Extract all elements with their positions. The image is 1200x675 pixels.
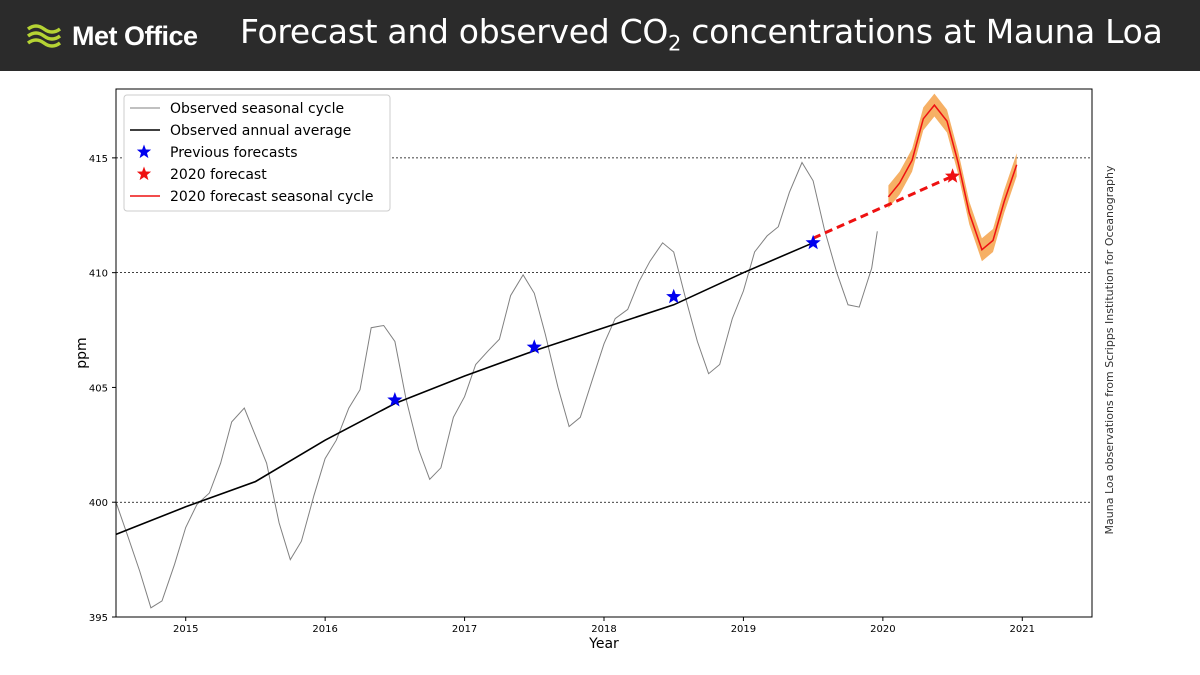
x-tick-label: 2019	[731, 624, 756, 635]
page-title: Forecast and observed CO2 concentrations…	[240, 12, 1163, 56]
legend-box	[123, 94, 391, 212]
x-axis-label: Year	[588, 636, 619, 652]
y-axis-label: ppm	[74, 337, 90, 368]
observed-annual-average-line	[115, 242, 814, 536]
legend-label: Observed seasonal cycle	[170, 101, 344, 117]
forecast-seasonal-cycle-line	[887, 103, 1018, 251]
met-office-wave-icon	[26, 24, 62, 48]
previous-forecast-star	[387, 392, 403, 407]
x-tick-label: 2016	[312, 624, 337, 635]
x-tick-label: 2020	[870, 624, 895, 635]
source-note: Mauna Loa observations from Scripps Inst…	[1103, 165, 1116, 534]
legend-swatch-star	[136, 166, 152, 181]
x-tick-label: 2021	[1010, 624, 1035, 635]
x-tick-label: 2015	[173, 624, 198, 635]
legend-swatch-star	[136, 144, 152, 159]
legend-label: 2020 forecast seasonal cycle	[170, 189, 373, 205]
forecast-trend-dashed-line	[812, 174, 954, 240]
y-tick-label: 405	[89, 383, 108, 394]
legend-label: Observed annual average	[170, 123, 351, 139]
observed-seasonal-cycle-line	[115, 161, 878, 609]
legend-label: Previous forecasts	[170, 145, 298, 161]
previous-forecast-star	[666, 288, 682, 304]
y-tick-label: 415	[89, 154, 108, 165]
title-subscript: 2	[668, 31, 682, 56]
co2-chart: 2015 2016 2017 2018 2019 2020 2021 395 400 405 410…	[74, 88, 1093, 652]
previous-forecast-star	[805, 234, 821, 250]
legend-label: 2020 forecast	[170, 167, 267, 183]
y-tick-label: 395	[89, 613, 108, 624]
x-tick-label: 2017	[452, 624, 477, 635]
x-tick-label: 2018	[591, 624, 616, 635]
y-tick-label: 410	[89, 269, 108, 280]
title-main: Forecast and observed CO	[240, 12, 668, 51]
brand-name: Met Office	[72, 20, 198, 51]
forecast-2020-star	[944, 168, 961, 183]
source-note-text: Mauna Loa observations from Scripps Inst…	[1103, 165, 1116, 534]
forecast-uncertainty-band	[888, 93, 1017, 262]
met-office-logo[interactable]: Met Office	[26, 14, 198, 58]
y-tick-label: 400	[89, 498, 108, 509]
previous-forecast-star	[526, 339, 542, 354]
title-rest: concentrations at Mauna Loa	[681, 12, 1163, 51]
header-bar: Met Office Forecast and observed CO2 con…	[0, 0, 1200, 71]
